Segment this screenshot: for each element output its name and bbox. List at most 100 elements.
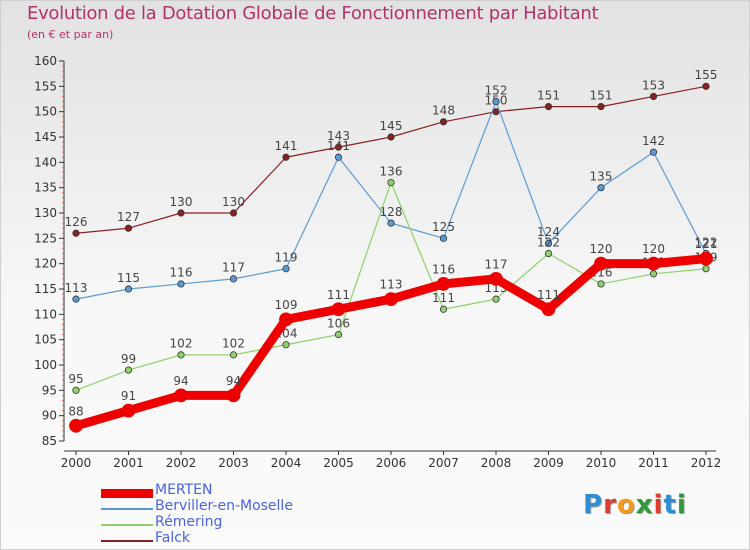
series-berviller-en-moselle: 113 115 116 117 119 141 128 125 152 124 135 142 122	[65, 83, 718, 303]
data-point-merten	[279, 312, 293, 327]
data-point-falck	[439, 118, 448, 126]
y-tick-label: 135	[34, 181, 57, 195]
legend-swatch	[101, 508, 153, 510]
series-falck: 126127130130141143145148150151151153155	[65, 68, 718, 237]
data-label-berviller-en-moselle: 117	[222, 261, 245, 275]
data-label-falck: 130	[222, 195, 245, 209]
y-tick-label: 125	[34, 231, 57, 245]
y-tick-label: 110	[34, 307, 57, 321]
y-tick-label: 90	[42, 409, 57, 423]
data-label-berviller-en-moselle: 122	[695, 235, 718, 249]
data-label-berviller-en-moselle: 119	[275, 251, 298, 265]
data-point-falck	[597, 103, 605, 111]
data-label-falck: 155	[695, 68, 718, 82]
data-label-merten: 117	[485, 257, 508, 271]
x-tick-label: 2007	[428, 456, 459, 470]
data-label-falck: 127	[117, 210, 140, 224]
data-label-falck: 151	[590, 88, 613, 102]
legend-label: Rémering	[155, 514, 223, 530]
data-point-merten	[436, 277, 451, 291]
data-point-falck	[544, 103, 553, 111]
data-label-r-mering: 102	[170, 337, 193, 351]
y-tick-label: 95	[42, 383, 57, 397]
legend-swatch	[101, 540, 153, 542]
data-point-merten	[121, 403, 136, 418]
data-point-falck	[387, 133, 395, 141]
data-point-berviller-en-moselle	[177, 280, 185, 288]
chart-subtitle: (en € et par an)	[27, 28, 114, 41]
y-tick-label: 115	[34, 282, 57, 296]
data-point-berviller-en-moselle	[124, 285, 133, 293]
data-label-falck: 141	[275, 139, 298, 153]
data-point-falck	[282, 153, 290, 161]
y-tick-label: 105	[34, 333, 57, 347]
legend-swatch	[101, 524, 153, 526]
x-tick-label: 2010	[586, 456, 617, 470]
data-point-merten	[174, 388, 188, 403]
data-label-r-mering: 136	[380, 164, 403, 178]
data-point-r-mering	[229, 351, 238, 359]
data-point-merten	[384, 292, 398, 307]
data-label-merten: 113	[380, 278, 403, 292]
legend-label: MERTEN	[155, 482, 213, 498]
data-point-berviller-en-moselle	[334, 153, 343, 161]
data-point-r-mering	[387, 179, 395, 187]
data-label-merten: 111	[327, 288, 350, 302]
x-tick-label: 2000	[61, 456, 92, 470]
y-tick-label: 160	[34, 54, 57, 68]
data-point-berviller-en-moselle	[282, 265, 290, 273]
data-point-r-mering	[334, 330, 343, 339]
legend-label: Falck	[155, 530, 191, 546]
data-label-merten: 91	[121, 389, 136, 403]
y-tick-label: 155	[34, 79, 57, 93]
data-label-berviller-en-moselle: 116	[170, 266, 193, 280]
data-point-berviller-en-moselle	[649, 148, 658, 156]
y-tick-label: 140	[34, 155, 57, 169]
data-label-berviller-en-moselle: 115	[117, 271, 140, 285]
legend-swatch	[101, 488, 153, 498]
data-point-falck	[334, 143, 343, 151]
chart-title: Evolution de la Dotation Globale de Fonc…	[27, 3, 599, 24]
data-label-falck: 148	[432, 104, 455, 118]
data-label-berviller-en-moselle: 152	[485, 83, 508, 97]
data-point-r-mering	[544, 249, 553, 258]
data-label-berviller-en-moselle: 125	[432, 220, 455, 234]
data-point-merten	[226, 388, 241, 403]
data-point-berviller-en-moselle	[492, 97, 500, 106]
data-point-r-mering	[124, 366, 133, 374]
data-point-berviller-en-moselle	[72, 295, 80, 303]
data-label-r-mering: 102	[222, 337, 245, 351]
data-point-falck	[229, 209, 238, 217]
series-merten: 88 91 94 94 109 111 113 116 117 111 120 120 121	[68, 237, 717, 433]
x-tick-label: 2003	[218, 456, 249, 470]
data-label-berviller-en-moselle: 124	[537, 225, 560, 239]
data-point-merten	[331, 302, 346, 317]
data-point-falck	[649, 92, 658, 101]
data-label-r-mering: 106	[327, 316, 350, 330]
x-tick-label: 2011	[638, 456, 669, 470]
data-label-merten: 109	[275, 298, 298, 312]
data-point-merten	[646, 256, 661, 271]
data-label-merten: 120	[642, 242, 665, 256]
data-label-berviller-en-moselle: 128	[380, 205, 403, 219]
data-point-berviller-en-moselle	[439, 234, 448, 242]
data-point-r-mering	[439, 305, 448, 313]
data-label-r-mering: 99	[121, 352, 136, 366]
data-point-falck	[492, 108, 500, 116]
x-tick-label: 2005	[323, 456, 354, 470]
y-tick-label: 145	[34, 130, 57, 144]
data-point-berviller-en-moselle	[597, 184, 605, 192]
data-label-falck: 130	[170, 195, 193, 209]
y-tick-label: 85	[42, 434, 57, 448]
y-tick-label: 100	[34, 358, 57, 372]
data-point-r-mering	[72, 386, 80, 394]
y-tick-label: 120	[34, 257, 57, 271]
x-tick-label: 2009	[533, 456, 564, 470]
data-point-falck	[702, 82, 710, 90]
data-label-merten: 120	[590, 242, 613, 256]
data-label-falck: 153	[642, 78, 665, 92]
data-point-r-mering	[649, 270, 658, 278]
data-point-r-mering	[492, 295, 500, 303]
